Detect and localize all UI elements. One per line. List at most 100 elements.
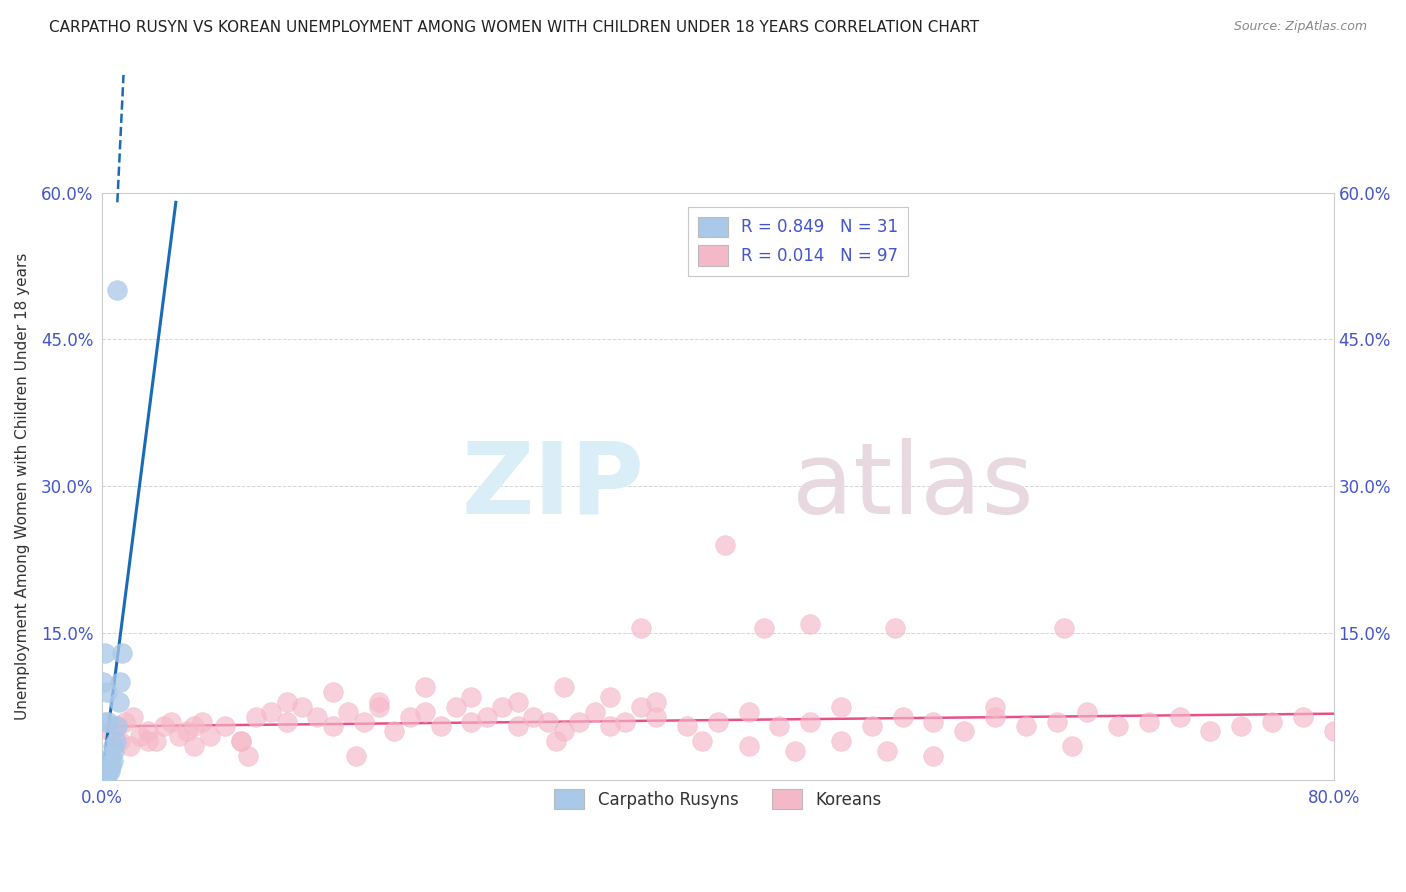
Point <box>110 734 132 748</box>
Point <box>98 764 121 778</box>
Point <box>229 734 252 748</box>
Point <box>883 622 905 636</box>
Point <box>96 685 118 699</box>
Point <box>860 719 883 733</box>
Point <box>111 646 134 660</box>
Point <box>891 709 914 723</box>
Point <box>1168 709 1191 723</box>
Point <box>645 695 668 709</box>
Point <box>136 734 159 748</box>
Point <box>537 714 560 729</box>
Point <box>97 714 120 729</box>
Point <box>752 622 775 636</box>
Point <box>110 675 132 690</box>
Point <box>191 714 214 729</box>
Point <box>136 724 159 739</box>
Legend: Carpatho Rusyns, Koreans: Carpatho Rusyns, Koreans <box>547 782 889 816</box>
Point <box>553 724 575 739</box>
Point <box>553 680 575 694</box>
Point <box>98 756 121 770</box>
Point <box>118 739 141 753</box>
Point <box>1292 709 1315 723</box>
Point <box>152 719 174 733</box>
Point <box>96 766 118 780</box>
Point <box>368 695 391 709</box>
Point <box>105 719 128 733</box>
Point <box>307 709 329 723</box>
Point <box>922 748 945 763</box>
Point <box>183 719 205 733</box>
Point <box>105 284 128 298</box>
Point <box>491 699 513 714</box>
Point <box>599 719 621 733</box>
Point <box>276 714 298 729</box>
Point <box>167 729 190 743</box>
Point <box>198 729 221 743</box>
Point <box>322 685 344 699</box>
Point <box>98 724 121 739</box>
Point <box>108 695 131 709</box>
Point <box>1060 739 1083 753</box>
Point <box>94 646 117 660</box>
Point <box>830 734 852 748</box>
Point <box>97 765 120 780</box>
Point <box>93 772 115 786</box>
Point <box>238 748 260 763</box>
Point <box>183 739 205 753</box>
Point <box>630 622 652 636</box>
Point <box>121 709 143 723</box>
Point <box>830 699 852 714</box>
Point <box>114 714 136 729</box>
Point <box>160 714 183 729</box>
Point <box>96 765 118 780</box>
Point <box>97 762 120 776</box>
Point <box>145 734 167 748</box>
Point <box>583 705 606 719</box>
Point <box>1137 714 1160 729</box>
Point <box>94 769 117 783</box>
Point <box>676 719 699 733</box>
Point <box>506 695 529 709</box>
Point <box>368 699 391 714</box>
Point <box>522 709 544 723</box>
Point <box>984 709 1007 723</box>
Point <box>1076 705 1098 719</box>
Point <box>444 699 467 714</box>
Point <box>94 714 117 729</box>
Point <box>103 744 125 758</box>
Point <box>768 719 790 733</box>
Point <box>692 734 714 748</box>
Point <box>1015 719 1038 733</box>
Text: CARPATHO RUSYN VS KOREAN UNEMPLOYMENT AMONG WOMEN WITH CHILDREN UNDER 18 YEARS C: CARPATHO RUSYN VS KOREAN UNEMPLOYMENT AM… <box>49 20 980 35</box>
Text: ZIP: ZIP <box>461 438 644 535</box>
Point <box>783 744 806 758</box>
Point <box>922 714 945 729</box>
Point <box>1261 714 1284 729</box>
Point <box>413 680 436 694</box>
Point <box>101 754 124 768</box>
Text: Source: ZipAtlas.com: Source: ZipAtlas.com <box>1233 20 1367 33</box>
Point <box>546 734 568 748</box>
Point <box>276 695 298 709</box>
Y-axis label: Unemployment Among Women with Children Under 18 years: Unemployment Among Women with Children U… <box>15 252 30 720</box>
Point <box>176 724 198 739</box>
Point <box>344 748 367 763</box>
Point <box>93 772 115 787</box>
Point <box>1045 714 1067 729</box>
Point <box>399 709 422 723</box>
Point <box>105 719 128 733</box>
Point <box>460 690 482 704</box>
Point <box>93 770 115 784</box>
Point <box>429 719 451 733</box>
Point <box>953 724 976 739</box>
Point <box>460 714 482 729</box>
Point <box>214 719 236 733</box>
Point <box>1323 724 1346 739</box>
Point <box>245 709 267 723</box>
Point <box>101 739 124 753</box>
Point <box>353 714 375 729</box>
Point <box>707 714 730 729</box>
Point <box>799 616 821 631</box>
Point <box>1230 719 1253 733</box>
Point <box>94 768 117 782</box>
